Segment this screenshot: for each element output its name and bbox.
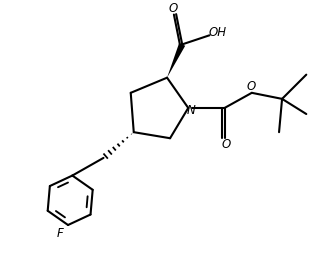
Text: OH: OH: [209, 26, 227, 39]
Text: O: O: [168, 2, 178, 15]
Text: O: O: [247, 80, 256, 93]
Polygon shape: [167, 43, 185, 78]
Text: F: F: [57, 227, 64, 240]
Text: N: N: [186, 104, 195, 117]
Text: O: O: [222, 138, 231, 151]
